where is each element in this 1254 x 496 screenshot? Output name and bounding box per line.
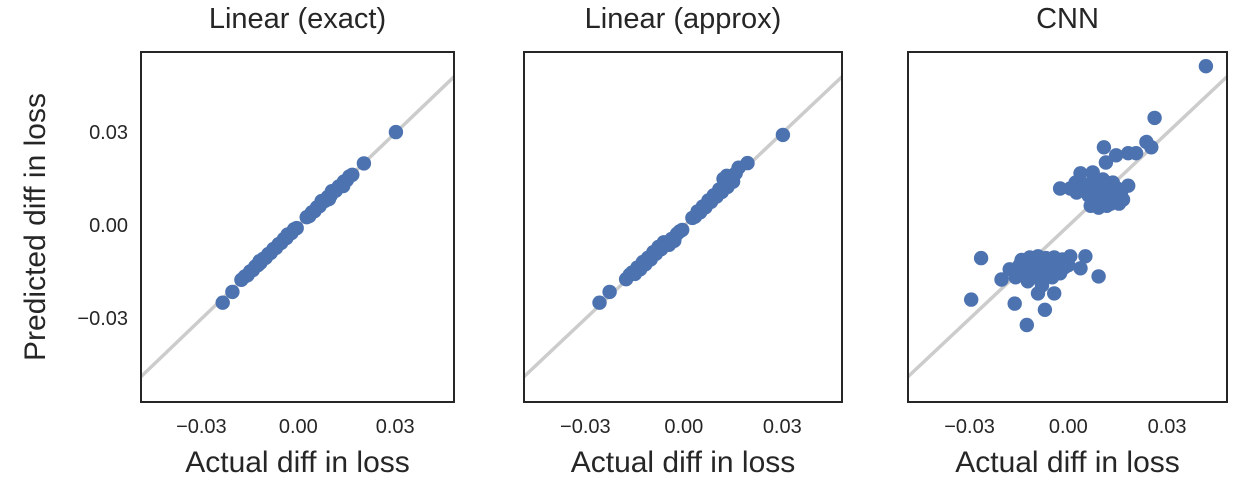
- data-point: [592, 295, 607, 310]
- data-point: [225, 284, 240, 300]
- x-tick-label: −0.03: [176, 416, 227, 438]
- y-axis-tick-labels: 0.03 0.00 −0.03: [0, 51, 130, 403]
- x-axis-tick-labels: −0.03 0.00 0.03: [907, 415, 1228, 441]
- data-point: [1007, 296, 1022, 311]
- y-tick-label: 0.03: [89, 122, 128, 145]
- data-point: [345, 167, 360, 182]
- data-point: [388, 124, 404, 140]
- x-axis-label: Actual diff in loss: [570, 446, 796, 479]
- data-point: [1144, 140, 1159, 155]
- data-point: [1115, 192, 1131, 207]
- data-point: [1121, 178, 1136, 193]
- data-point: [1061, 258, 1076, 273]
- data-point: [1019, 317, 1034, 333]
- data-point: [1078, 249, 1093, 264]
- data-point: [356, 156, 372, 171]
- x-axis-tick-labels: −0.03 0.00 0.03: [140, 415, 455, 441]
- data-point: [1147, 110, 1162, 126]
- data-point: [215, 295, 230, 310]
- data-point: [1121, 146, 1136, 161]
- x-axis-label: Actual diff in loss: [185, 446, 410, 479]
- x-tick-label: −0.03: [560, 416, 611, 438]
- scatter-plot-cnn: [907, 59, 1228, 379]
- plot-area: [140, 51, 455, 403]
- plot-area: [523, 51, 843, 403]
- x-tick-label: 0.03: [375, 416, 415, 438]
- data-point: [740, 155, 755, 171]
- y-tick-label: −0.03: [77, 307, 128, 330]
- panel-linear-exact: Linear (exact) −0.03 0.00 0.03 Actual diff…: [140, 0, 455, 496]
- data-point: [1052, 181, 1068, 196]
- panel-title: Linear (exact): [208, 3, 387, 35]
- plot-area: [907, 51, 1228, 403]
- data-point: [994, 272, 1009, 287]
- data-point: [1047, 286, 1062, 301]
- data-point: [1098, 155, 1114, 170]
- data-point: [1037, 302, 1053, 317]
- data-point: [1091, 269, 1106, 284]
- x-tick-label: 0.03: [1147, 416, 1187, 438]
- x-tick-label: 0.00: [1048, 416, 1088, 438]
- scatter-plot-linear-exact: [140, 74, 455, 379]
- x-tick-label: 0.03: [762, 416, 802, 438]
- data-point: [675, 222, 690, 238]
- x-axis-tick-labels: −0.03 0.00 0.03: [523, 415, 843, 441]
- data-point: [973, 250, 989, 266]
- data-point: [1030, 286, 1046, 301]
- x-axis-label: Actual diff in loss: [955, 446, 1180, 479]
- data-point: [1073, 261, 1088, 276]
- x-tick-label: −0.03: [944, 416, 995, 438]
- panel-title: Linear (approx): [584, 3, 782, 35]
- data-point: [289, 220, 304, 236]
- data-point: [964, 292, 979, 307]
- scatter-plot-linear-approx: [523, 74, 843, 379]
- data-point: [1096, 140, 1112, 155]
- y-tick-label: 0.00: [89, 214, 128, 237]
- data-point: [775, 127, 791, 143]
- panel-title: CNN: [1036, 3, 1099, 35]
- identity-line: [907, 74, 1228, 379]
- data-point: [602, 284, 617, 300]
- x-tick-label: 0.00: [664, 416, 704, 438]
- x-tick-label: 0.00: [278, 416, 318, 438]
- panel-cnn: CNN −0.03 0.00 0.03 Actual diff in loss: [907, 0, 1228, 496]
- data-point: [1198, 59, 1214, 74]
- panel-linear-approx: Linear (approx) −0.03 0.00 0.03 Actual dif…: [523, 0, 843, 496]
- data-point: [1108, 148, 1124, 163]
